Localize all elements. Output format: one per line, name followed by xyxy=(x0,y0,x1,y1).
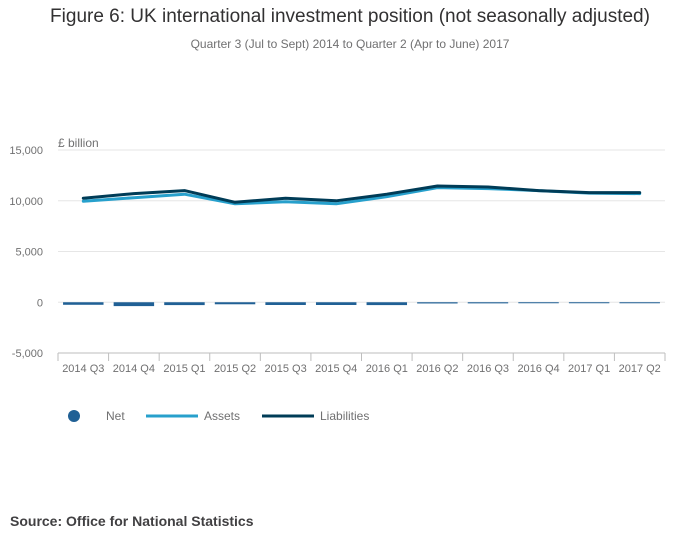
liabilities-line xyxy=(81,184,642,204)
source-note: Source: Office for National Statistics xyxy=(10,513,254,529)
chart-title: Figure 6: UK international investment po… xyxy=(50,6,650,27)
x-tick-label: 2016 Q2 xyxy=(416,363,458,375)
legend-liabilities-label: Liabilities xyxy=(320,409,369,423)
x-tick-label: 2016 Q4 xyxy=(517,363,559,375)
net-bar xyxy=(214,302,256,305)
y-axis-label: £ billion xyxy=(58,136,99,150)
x-tick-label: 2016 Q3 xyxy=(467,363,509,375)
y-tick-label: 15,000 xyxy=(9,145,43,157)
x-tick-label: 2015 Q4 xyxy=(315,363,357,375)
x-tick-label: 2015 Q2 xyxy=(214,363,256,375)
y-tick-label: -5,000 xyxy=(12,348,43,360)
chart-subtitle: Quarter 3 (Jul to Sept) 2014 to Quarter … xyxy=(190,37,510,51)
net-bar xyxy=(265,302,306,305)
legend-net-marker xyxy=(68,410,80,422)
net-bar xyxy=(164,302,205,306)
net-bar xyxy=(113,302,155,307)
net-bar xyxy=(63,302,104,305)
legend-net-label: Net xyxy=(106,409,125,423)
net-bar xyxy=(568,302,610,304)
net-bar xyxy=(315,302,357,305)
net-bar xyxy=(518,302,559,304)
net-bar xyxy=(417,302,458,304)
x-tick-label: 2014 Q3 xyxy=(62,363,104,375)
net-bar xyxy=(366,302,408,306)
net-bar xyxy=(467,302,509,304)
legend-assets-label: Assets xyxy=(204,409,240,423)
x-tick-label: 2016 Q1 xyxy=(366,363,408,375)
net-bar xyxy=(619,302,660,304)
x-tick-label: 2015 Q3 xyxy=(265,363,307,375)
x-tick-label: 2015 Q1 xyxy=(163,363,205,375)
x-tick-label: 2017 Q1 xyxy=(568,363,610,375)
y-tick-label: 5,000 xyxy=(15,247,43,259)
y-tick-label: 10,000 xyxy=(9,196,43,208)
y-tick-label: 0 xyxy=(37,297,43,309)
x-tick-label: 2017 Q2 xyxy=(619,363,661,375)
x-tick-label: 2014 Q4 xyxy=(113,363,155,375)
